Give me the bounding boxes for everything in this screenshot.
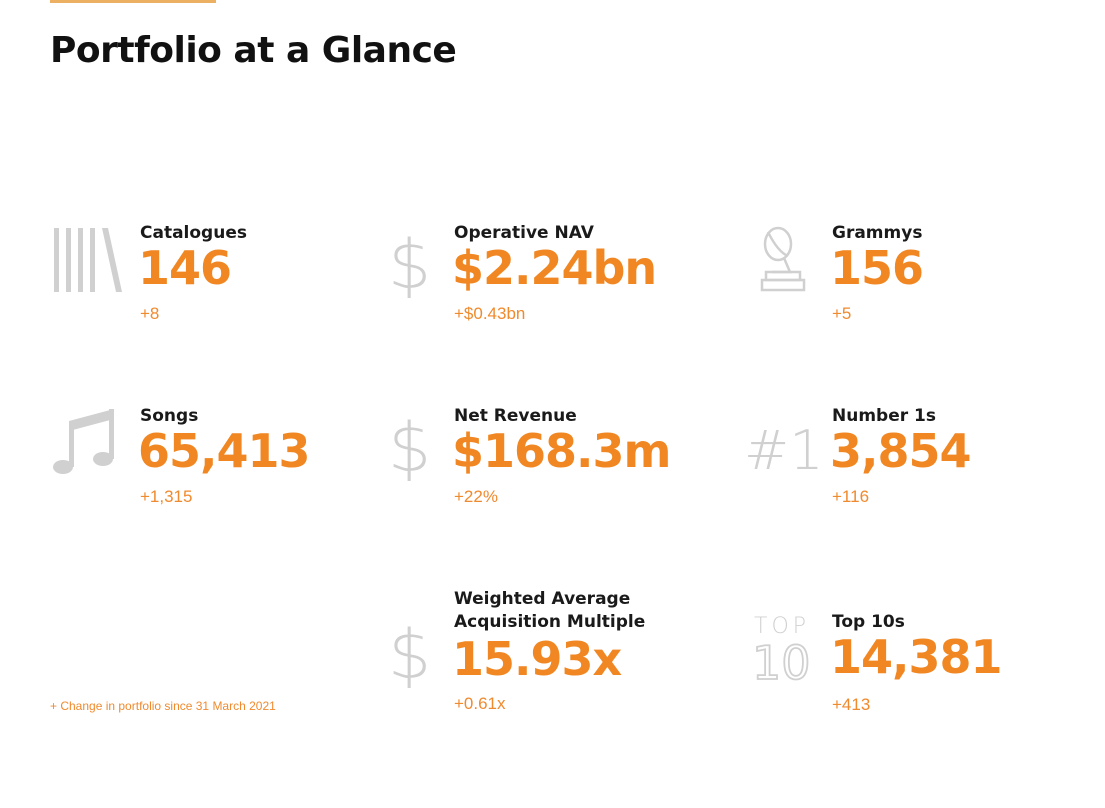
top-accent-rule: [50, 0, 216, 3]
stat-grammys: Grammys 156 +5: [744, 222, 1064, 342]
stat-label: Weighted Average Acquisition Multiple: [454, 588, 645, 634]
stat-label: Songs: [140, 406, 199, 426]
svg-text:$: $: [388, 409, 431, 485]
stat-operative-nav: $ Operative NAV $2.24bn +$0.43bn: [366, 222, 686, 342]
svg-text:$: $: [388, 616, 431, 692]
stat-label: Net Revenue: [454, 406, 577, 426]
stat-change: +8: [140, 304, 160, 323]
stat-change: +0.61x: [454, 694, 506, 713]
dollar-icon: $: [388, 409, 431, 485]
stat-value: $2.24bn: [452, 241, 657, 295]
stat-label-line-2: Acquisition Multiple: [454, 612, 646, 632]
svg-text:#1: #1: [744, 419, 824, 482]
stat-value: $168.3m: [452, 424, 671, 478]
stat-value: 156: [830, 241, 924, 295]
stat-value: 15.93x: [452, 632, 622, 686]
bookshelf-icon: [54, 228, 122, 292]
stat-label: Catalogues: [140, 223, 247, 243]
stat-catalogues: Catalogues 146 +8: [52, 222, 372, 342]
dollar-icon: $: [388, 616, 431, 692]
stat-value: 14,381: [830, 630, 1003, 684]
top-ten-icon: TOP 10: [751, 614, 811, 691]
stat-top-tens: TOP 10 Top 10s 14,381 +413: [744, 611, 1064, 731]
stat-label: Grammys: [832, 223, 923, 243]
stat-value: 146: [138, 241, 232, 295]
stat-label: Operative NAV: [454, 223, 594, 243]
stat-acquisition-multiple: $ Weighted Average Acquisition Multiple …: [366, 588, 686, 728]
stat-change: +116: [832, 487, 870, 506]
stat-net-revenue: $ Net Revenue $168.3m +22%: [366, 405, 686, 525]
grammy-trophy-icon: [760, 226, 806, 292]
svg-text:10: 10: [752, 636, 811, 690]
stat-value: 3,854: [830, 424, 972, 478]
stat-label: Number 1s: [832, 406, 936, 426]
stat-change: +$0.43bn: [454, 304, 526, 323]
stat-songs: Songs 65,413 +1,315: [52, 405, 372, 525]
stat-change: +5: [832, 304, 852, 323]
stat-change: +413: [832, 695, 871, 714]
stat-number-ones: #1 Number 1s 3,854 +116: [744, 405, 1064, 525]
svg-text:$: $: [388, 226, 431, 302]
stat-label: Top 10s: [832, 612, 905, 632]
dollar-icon: $: [388, 226, 431, 302]
number-one-icon: #1: [744, 419, 824, 482]
page-title: Portfolio at a Glance: [50, 30, 457, 71]
stat-label-line-1: Weighted Average: [454, 589, 631, 609]
music-note-icon: [53, 409, 114, 474]
stat-change: +1,315: [140, 487, 193, 506]
footnote: + Change in portfolio since 31 March 202…: [50, 699, 276, 713]
stat-value: 65,413: [138, 424, 311, 478]
svg-text:TOP: TOP: [754, 614, 810, 639]
stat-change: +22%: [454, 487, 498, 506]
